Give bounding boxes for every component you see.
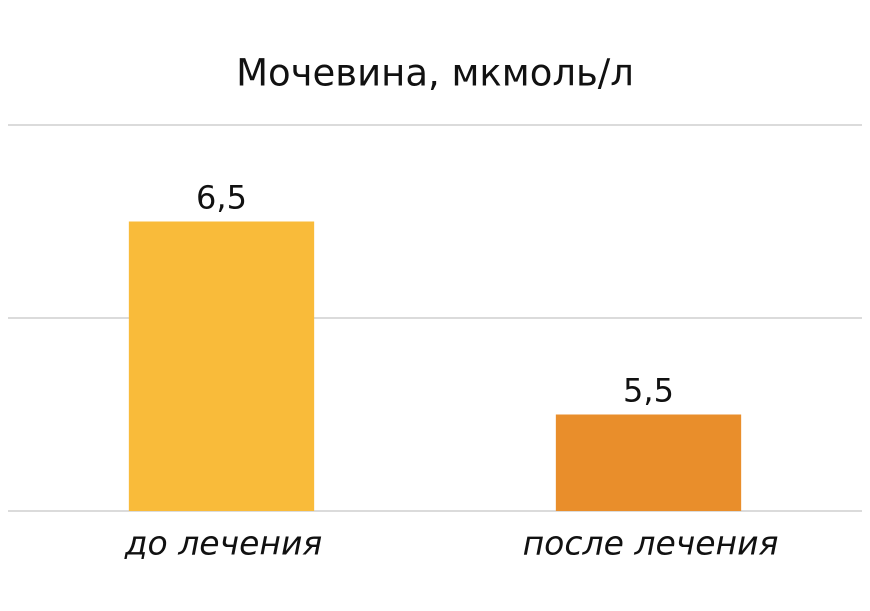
value-label: 5,5 xyxy=(623,372,674,410)
bar xyxy=(128,221,315,511)
x-tick-label: до лечения xyxy=(124,524,323,563)
bar xyxy=(555,414,742,511)
value-label: 6,5 xyxy=(196,179,247,217)
chart-title: Мочевина, мкмоль/л xyxy=(236,52,634,95)
x-tick-label: после лечения xyxy=(523,524,779,563)
